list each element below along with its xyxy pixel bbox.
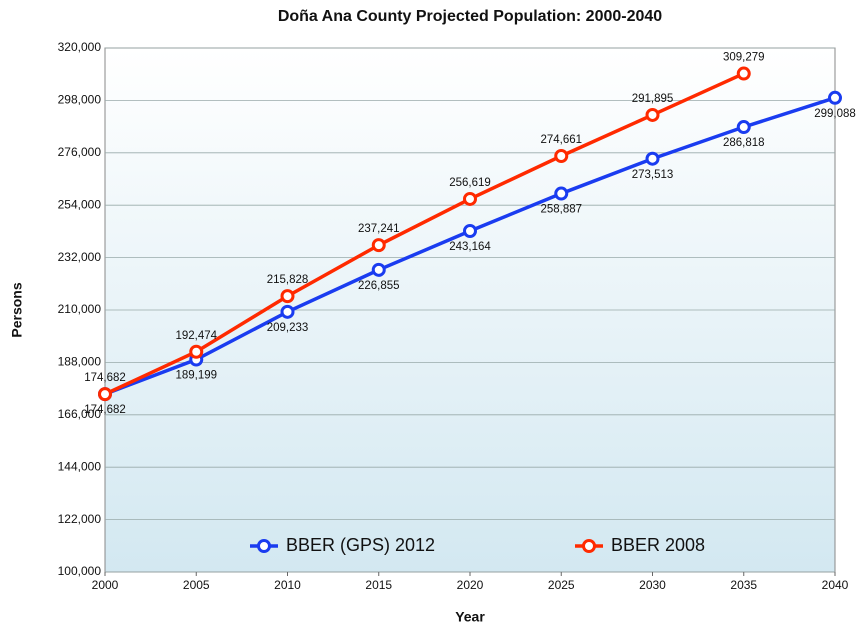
data-point <box>645 107 660 122</box>
data-label: 273,513 <box>632 169 674 181</box>
x-tick-label: 2025 <box>548 578 575 592</box>
legend-label: BBER (GPS) 2012 <box>286 535 435 555</box>
y-tick-label: 254,000 <box>58 197 102 211</box>
data-label: 209,233 <box>267 322 309 334</box>
series-line <box>104 71 745 396</box>
y-tick-label: 320,000 <box>58 40 102 54</box>
y-tick-label: 298,000 <box>58 93 102 107</box>
x-tick-label: 2015 <box>365 578 392 592</box>
x-tick-label: 2010 <box>274 578 301 592</box>
x-tick-label: 2000 <box>92 578 119 592</box>
data-label: 237,241 <box>358 223 400 235</box>
y-tick-label: 166,000 <box>58 407 102 421</box>
data-label: 291,895 <box>632 93 674 105</box>
x-tick-label: 2020 <box>457 578 484 592</box>
data-point <box>371 238 386 253</box>
data-label: 309,279 <box>723 52 765 64</box>
data-point <box>280 304 295 319</box>
data-label: 174,682 <box>84 404 126 416</box>
data-label: 243,164 <box>449 241 491 253</box>
data-point <box>463 191 477 206</box>
y-tick-label: 100,000 <box>58 564 102 578</box>
data-label: 274,661 <box>540 134 582 146</box>
data-point <box>280 289 295 304</box>
x-tick-label: 2035 <box>730 578 757 592</box>
x-tick-label: 2005 <box>183 578 210 592</box>
chart-title: Doña Ana County Projected Population: 20… <box>278 8 662 25</box>
legend-marker <box>582 539 596 553</box>
data-label: 226,855 <box>358 280 400 292</box>
data-point <box>463 224 477 239</box>
data-point <box>98 387 112 402</box>
y-tick-label: 122,000 <box>58 512 102 526</box>
data-label: 286,818 <box>723 137 765 149</box>
x-tick-label: 2040 <box>822 578 849 592</box>
y-tick-label: 210,000 <box>58 302 102 316</box>
data-point <box>828 90 842 105</box>
legend-label: BBER 2008 <box>611 535 705 555</box>
data-label: 258,887 <box>540 204 582 216</box>
data-label: 215,828 <box>267 274 309 286</box>
y-tick-label: 232,000 <box>58 250 102 264</box>
data-label: 256,619 <box>449 177 491 189</box>
data-point <box>189 344 204 359</box>
y-axis-title: Persons <box>9 282 25 337</box>
x-tick-label: 2030 <box>639 578 666 592</box>
y-tick-label: 144,000 <box>58 459 102 473</box>
x-axis-title: Year <box>455 609 485 625</box>
data-label: 174,682 <box>84 372 126 384</box>
data-point <box>554 186 569 201</box>
data-label: 192,474 <box>175 330 217 342</box>
data-point <box>645 151 660 166</box>
data-point <box>736 66 751 81</box>
y-tick-label: 188,000 <box>58 355 102 369</box>
data-point <box>371 262 386 277</box>
legend-marker <box>257 539 271 553</box>
data-point <box>736 120 751 135</box>
data-label: 189,199 <box>175 370 217 382</box>
data-point <box>554 148 569 163</box>
y-tick-label: 276,000 <box>58 145 102 159</box>
data-label: 299,088 <box>814 108 856 120</box>
